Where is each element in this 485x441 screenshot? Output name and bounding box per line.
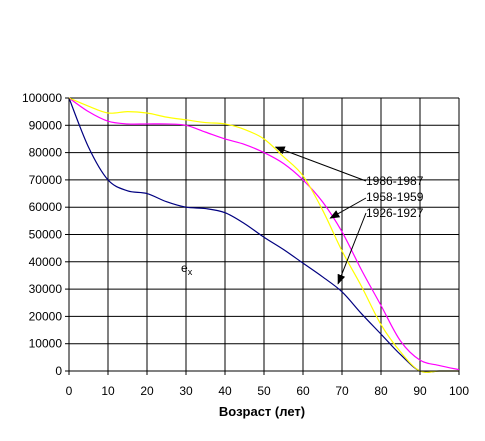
x-tick-label: 10 — [101, 384, 115, 398]
y-tick-label: 40000 — [29, 255, 63, 269]
y-tick-label: 70000 — [29, 173, 63, 187]
annotation-arrow — [329, 197, 367, 219]
annotation-label: 1958-1959 — [366, 190, 424, 204]
x-tick-label: 0 — [66, 384, 73, 398]
x-axis-label: Возраст (лет) — [219, 404, 305, 419]
series-line-0 — [68, 97, 459, 373]
y-tick-label: 60000 — [29, 200, 63, 214]
annotation-arrow — [337, 212, 367, 285]
x-tick-label: 20 — [140, 384, 154, 398]
y-tick-label: 90000 — [29, 118, 63, 132]
annotation-label: 1986-1987 — [366, 174, 424, 188]
y-tick-label: 20000 — [29, 309, 63, 323]
x-tick-label: 40 — [218, 384, 232, 398]
y-tick-label: 30000 — [29, 282, 63, 296]
ex-subscript: x — [188, 267, 193, 277]
x-tick-label: 50 — [257, 384, 271, 398]
series-line-2 — [68, 97, 459, 373]
ex-main: e — [181, 261, 188, 275]
y-tick-label: 50000 — [29, 228, 63, 242]
series-line-1 — [68, 97, 460, 371]
annotations: 1986-1987 1958-1959 1926-1927 ex — [181, 146, 424, 285]
x-tick-label: 100 — [449, 384, 469, 398]
y-tick-label: 100000 — [22, 91, 62, 105]
x-tick-label: 60 — [296, 384, 310, 398]
annotation-arrow — [274, 146, 367, 182]
y-tick-label: 10000 — [29, 337, 63, 351]
y-tick-labels: 0 10000 20000 30000 40000 50000 60000 70000 8000… — [22, 91, 62, 378]
x-tick-label: 80 — [374, 384, 388, 398]
axes — [65, 97, 460, 375]
y-tick-label: 0 — [55, 364, 62, 378]
y-tick-label: 80000 — [29, 146, 63, 160]
x-tick-label: 30 — [179, 384, 193, 398]
ex-label: ex — [181, 261, 193, 277]
annotation-label: 1926-1927 — [366, 206, 424, 220]
x-tick-labels: 0 10 20 30 40 50 60 70 80 90 100 — [66, 384, 470, 398]
series-lines — [68, 97, 460, 373]
x-tick-label: 70 — [335, 384, 349, 398]
x-tick-label: 90 — [413, 384, 427, 398]
